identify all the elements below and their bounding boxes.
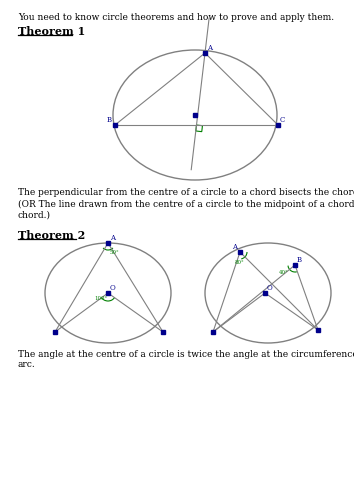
Text: 40°: 40° (279, 270, 289, 275)
Text: The perpendicular from the centre of a circle to a chord bisects the chord.: The perpendicular from the centre of a c… (18, 188, 354, 197)
Text: C: C (280, 116, 285, 124)
Text: 50°: 50° (110, 250, 120, 255)
Text: 100°: 100° (94, 296, 107, 301)
Text: You need to know circle theorems and how to prove and apply them.: You need to know circle theorems and how… (18, 13, 334, 22)
Text: O: O (267, 284, 273, 292)
Text: (OR The line drawn from the centre of a circle to the midpoint of a chord is per: (OR The line drawn from the centre of a … (18, 200, 354, 220)
Text: A: A (110, 234, 115, 242)
Text: B: B (297, 256, 302, 264)
Text: A: A (207, 44, 212, 52)
Text: B: B (107, 116, 112, 124)
Text: Theorem 1: Theorem 1 (18, 26, 85, 37)
Text: O: O (110, 284, 116, 292)
Text: 80°: 80° (235, 260, 245, 265)
Text: Theorem 2: Theorem 2 (18, 230, 85, 241)
Text: The angle at the centre of a circle is twice the angle at the circumference, bot: The angle at the centre of a circle is t… (18, 350, 354, 370)
Text: A: A (232, 243, 237, 251)
